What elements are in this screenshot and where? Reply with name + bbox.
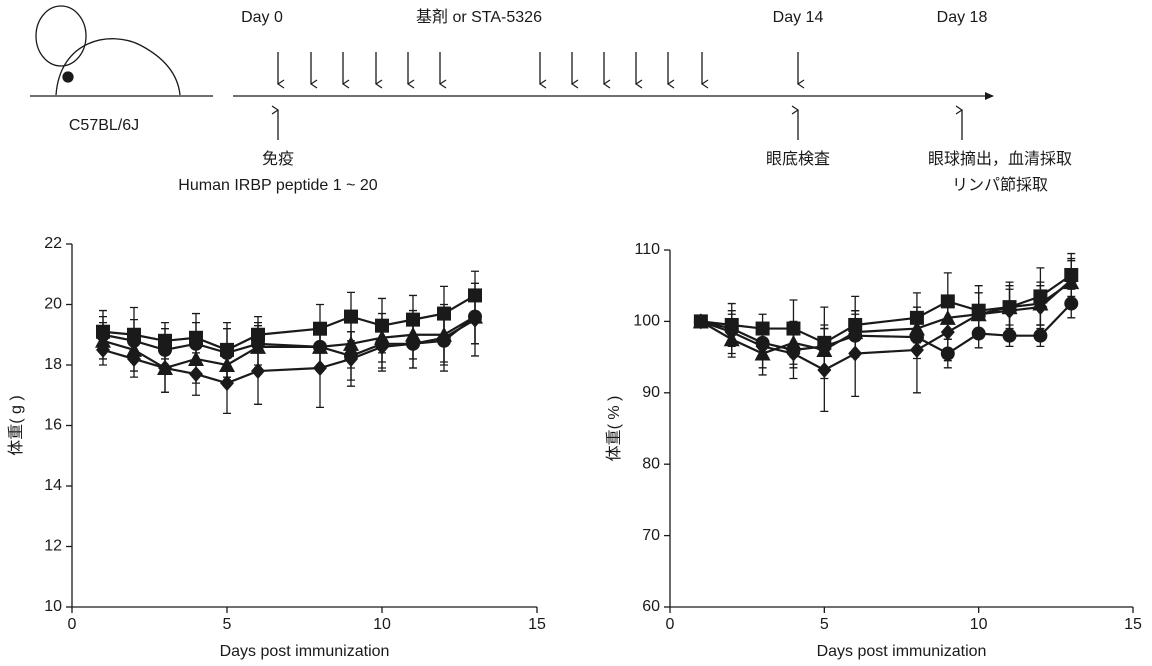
x-tick-label: 0 <box>68 616 77 633</box>
strain-label: C57BL/6J <box>69 117 139 134</box>
point <box>250 338 266 354</box>
y-tick-label: 22 <box>44 235 62 252</box>
x-tick-label: 5 <box>223 616 232 633</box>
y-axis-label: 体重( % ) <box>605 396 623 462</box>
axis <box>71 244 537 608</box>
point <box>312 338 328 354</box>
x-tick-label: 15 <box>1124 616 1142 633</box>
point <box>468 311 482 328</box>
point <box>786 345 801 362</box>
day-label: Day 14 <box>773 9 824 26</box>
day-label: Day 0 <box>241 9 283 26</box>
event-label: リンパ節採取 <box>952 176 1048 194</box>
point <box>1002 302 1017 319</box>
point <box>313 360 327 377</box>
point <box>908 320 925 336</box>
axis <box>669 250 1133 608</box>
point <box>375 338 389 355</box>
point <box>786 321 801 336</box>
point <box>724 324 739 341</box>
point <box>375 318 389 333</box>
treatment-label: 基剤 or STA‐5326 <box>416 8 542 26</box>
point <box>755 338 770 355</box>
point <box>127 350 141 367</box>
y-tick-label: 90 <box>642 384 660 401</box>
point <box>939 309 956 325</box>
event-label: 眼球摘出，血清採取 <box>928 150 1072 168</box>
point <box>127 333 141 348</box>
point <box>1064 296 1079 311</box>
x-tick-label: 5 <box>820 616 829 633</box>
point <box>971 326 986 341</box>
point <box>909 310 924 325</box>
point <box>971 306 986 323</box>
point <box>437 329 451 346</box>
point <box>406 335 420 352</box>
series-line <box>102 315 476 370</box>
point <box>940 324 955 341</box>
point <box>1064 271 1079 288</box>
point <box>848 345 863 362</box>
event-label: 眼底検査 <box>766 150 830 168</box>
point <box>374 329 390 345</box>
y-tick-label: 18 <box>44 356 62 373</box>
point <box>1033 299 1048 316</box>
point <box>344 309 358 324</box>
point <box>406 312 420 327</box>
point <box>220 375 234 392</box>
point <box>940 294 955 309</box>
point <box>785 334 802 350</box>
point <box>468 288 482 303</box>
point <box>126 341 142 357</box>
x-axis-label: Days post immunization <box>817 643 987 660</box>
x-tick-label: 10 <box>373 616 391 633</box>
y-tick-label: 10 <box>44 598 62 615</box>
y-tick-label: 110 <box>634 241 660 258</box>
y-tick-label: 12 <box>44 538 62 555</box>
x-tick-label: 15 <box>528 616 546 633</box>
point <box>755 321 770 336</box>
arrows <box>278 52 962 140</box>
point <box>940 346 955 361</box>
point <box>437 306 451 321</box>
point <box>405 326 421 342</box>
point <box>251 363 265 380</box>
y-axis-label: 体重( g ) <box>7 395 25 455</box>
point <box>909 341 924 358</box>
event-label: Human IRBP peptide 1 ~ 20 <box>178 177 377 194</box>
y-tick-label: 20 <box>44 296 62 313</box>
point <box>158 342 172 357</box>
y-tick-label: 70 <box>642 527 660 544</box>
x-tick-label: 0 <box>666 616 675 633</box>
day-label: Day 18 <box>937 9 988 26</box>
point <box>189 336 203 351</box>
point <box>816 341 833 357</box>
point <box>817 361 832 378</box>
point <box>313 321 327 336</box>
point <box>96 341 110 358</box>
point <box>343 335 359 351</box>
y-tick-label: 60 <box>642 598 660 615</box>
point <box>220 345 234 360</box>
point <box>95 332 111 348</box>
point <box>189 366 203 383</box>
point <box>1033 328 1048 343</box>
mouse-icon <box>30 5 213 97</box>
event-label: 免疫 <box>262 150 294 168</box>
x-axis-label: Days post immunization <box>220 643 390 660</box>
y-tick-label: 80 <box>642 455 660 472</box>
point <box>847 324 864 340</box>
y-tick-label: 14 <box>44 477 62 494</box>
point <box>158 360 172 377</box>
point <box>219 357 235 372</box>
x-tick-label: 10 <box>970 616 988 633</box>
point <box>693 313 708 330</box>
y-tick-label: 100 <box>633 313 660 330</box>
y-tick-label: 16 <box>44 417 62 434</box>
point <box>344 350 358 367</box>
point <box>188 350 204 366</box>
point <box>1002 328 1017 343</box>
